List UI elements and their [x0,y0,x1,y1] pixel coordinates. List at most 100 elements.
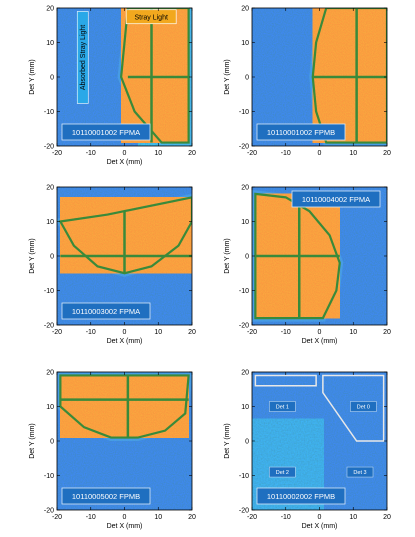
diffuse-glow [252,418,324,510]
detector-label-box [346,466,374,478]
y-tick-label: 0 [50,75,54,82]
x-tick-label: 10 [154,150,162,157]
x-tick-label: 0 [318,329,322,336]
x-tick-label: -20 [52,514,62,521]
stray-light-region [60,375,189,438]
y-tick-label: -20 [44,323,54,330]
detector-label: Det 2 [276,470,289,476]
y-axis-label: Det Y (mm) [224,238,231,274]
x-tick-label: 0 [318,150,322,157]
absorbed-label-box [76,11,89,104]
detector-label: Det 0 [357,405,370,411]
detector-label-box [350,401,377,412]
x-axis-label: Det X (mm) [107,338,143,345]
observation-label-box [61,487,151,505]
x-axis-label: Det X (mm) [302,338,338,345]
x-axis-label: Det X (mm) [302,523,338,530]
x-tick-label: 20 [383,150,391,157]
x-tick-label: 0 [123,329,127,336]
x-tick-label: -20 [247,150,257,157]
observation-label-box [291,190,381,208]
observation-label-box [256,487,346,505]
absorbed-stray-light-label: Absorbed Stray Light [80,25,87,90]
observation-label-box [256,123,346,141]
y-tick-label: -10 [239,288,249,295]
y-tick-label: -10 [239,109,249,116]
detector-label-box [269,401,296,412]
panel-10110004002-FPMA: 10110004002 FPMA -20 -10 0 10 20 -20 -10 0 10 20 De… [224,185,391,346]
det-outline [254,374,317,387]
y-tick-label: -10 [239,473,249,480]
y-tick-label: -20 [239,323,249,330]
y-tick-label: -10 [44,109,54,116]
y-tick-label: 10 [241,404,249,411]
x-tick-label: 10 [349,329,357,336]
x-tick-label: -20 [247,514,257,521]
detector-label-box [269,466,296,478]
detector-label: Det 1 [276,405,289,411]
panel-10110001002-FPMB: 10110001002 FPMB -20 -10 0 10 20 -20 -10 0 10 20 De… [224,6,391,158]
stray-light-region [312,8,387,143]
stray-light-region [121,8,189,143]
y-tick-label: -20 [239,508,249,515]
observation-label: 10110001002 FPMB [267,128,335,137]
x-tick-label: -20 [52,150,62,157]
observation-label: 10110004002 FPMA [302,195,370,204]
y-tick-label: -20 [239,144,249,151]
panel-10110003002-FPMA: 10110003002 FPMA -20 -10 0 10 20 -20 -10 0 10 20 De… [29,185,196,346]
x-tick-label: -10 [86,329,96,336]
stray-light-edge [59,374,190,439]
stray-light-layer [117,8,192,146]
stray-light-region [60,197,192,274]
y-axis-label: Det Y (mm) [224,423,231,459]
observation-label: 10110005002 FPMB [72,492,140,501]
stray-light-layer [57,372,192,442]
detector-label: Det 3 [353,470,366,476]
panel-10110001002-FPMA: Stray Light Absorbed Stray Light 101100010… [29,6,196,167]
det-outline [322,374,385,442]
y-tick-label: -20 [44,508,54,515]
y-axis-label: Det Y (mm) [29,423,36,459]
observation-label-box [61,123,151,141]
y-tick-label: 0 [245,75,249,82]
y-tick-label: 10 [46,404,54,411]
y-tick-label: 20 [241,185,249,192]
stray-light-layer: Det 0 Det 1 Det 2 Det 3 [252,374,385,510]
y-tick-label: 0 [50,439,54,446]
y-axis-label: Det Y (mm) [29,238,36,274]
y-tick-label: 20 [46,185,54,192]
y-tick-label: 20 [46,370,54,377]
x-tick-label: -10 [86,514,96,521]
x-tick-label: -10 [281,514,291,521]
observation-label: 10110003002 FPMA [72,307,140,316]
observation-label: 10110001002 FPMA [72,128,140,137]
y-axis-label: Det Y (mm) [29,59,36,95]
x-tick-label: -20 [247,329,257,336]
stray-light-label-box [125,9,177,25]
y-tick-label: 10 [241,40,249,47]
stray-light-label: Stray Light [134,15,168,22]
x-tick-label: 10 [154,329,162,336]
y-tick-label: -10 [44,288,54,295]
x-tick-label: 20 [383,329,391,336]
observation-label: 10110002002 FPMB [267,492,335,501]
x-tick-label: 0 [318,514,322,521]
x-tick-label: -10 [86,150,96,157]
observation-label-box [61,302,151,320]
y-tick-label: -20 [44,144,54,151]
stray-light-layer [57,193,192,277]
x-axis-label: Det X (mm) [107,159,143,166]
y-axis-label: Det Y (mm) [224,59,231,95]
panel-10110005002-FPMB: 10110005002 FPMB -20 -10 0 10 20 -20 -10 0 10 20 De… [29,370,196,531]
y-tick-label: 20 [241,370,249,377]
stray-light-layer [309,8,387,146]
x-tick-label: 10 [349,514,357,521]
y-tick-label: 10 [46,219,54,226]
y-tick-label: 0 [245,254,249,261]
y-tick-label: 20 [46,6,54,13]
x-tick-label: 0 [123,514,127,521]
y-tick-label: 20 [241,6,249,13]
x-tick-label: 0 [123,150,127,157]
